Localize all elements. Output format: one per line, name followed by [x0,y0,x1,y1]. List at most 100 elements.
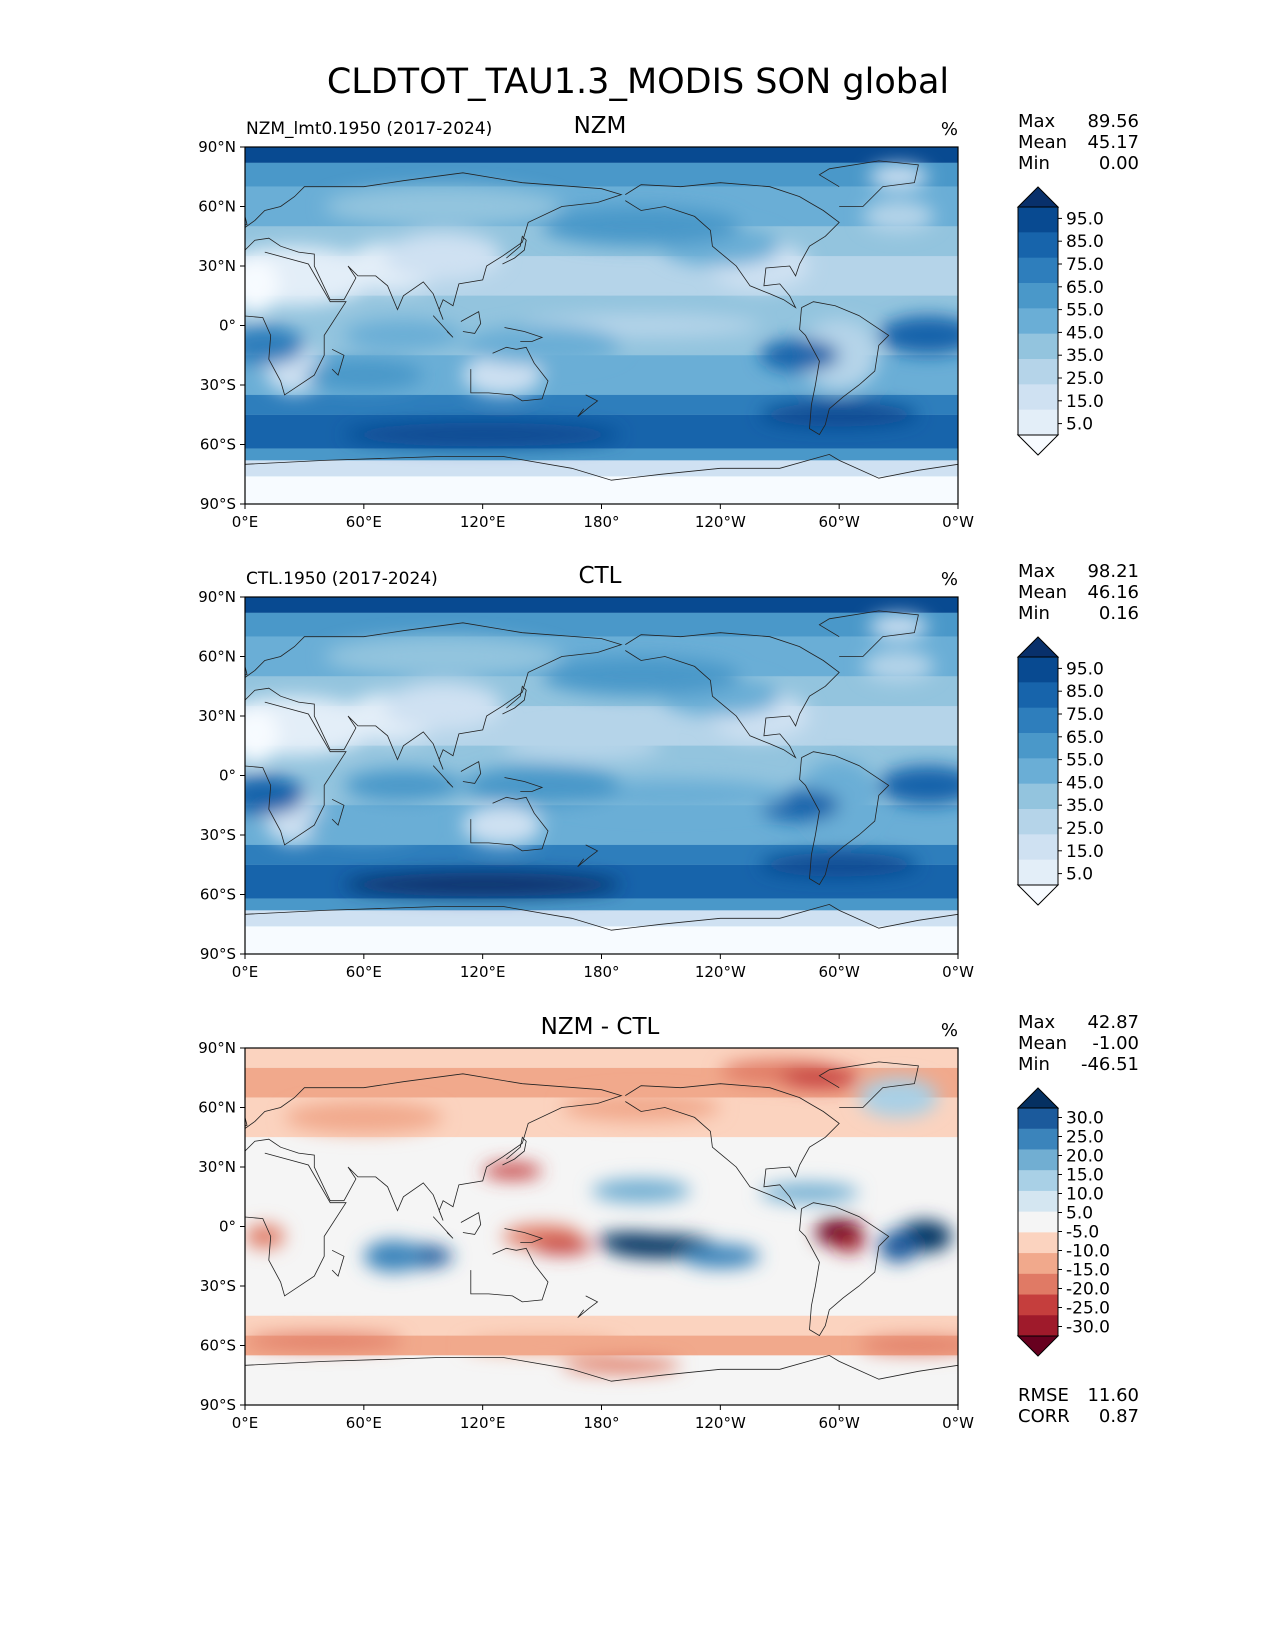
stat-label-max: Max [1018,1012,1056,1033]
colorbar-extend-bottom [1016,1335,1060,1357]
stat-label-min: Min [1018,1054,1050,1075]
lat-tick-label: 30°S [200,826,236,844]
colorbar-label: 95.0 [1066,659,1104,679]
colorbar-segment [1018,359,1058,385]
colorbar-segment [1018,758,1058,785]
field-blob [878,315,958,356]
panel-2: 90°N 60°N 30°N 0° 30°S 60°S 90°S0°E 60°E 120°E 18… [198,561,1139,981]
field-blob [561,1357,681,1374]
field-blob [878,1230,919,1263]
field-blob [482,1163,543,1179]
colorbar-label: 15.0 [1066,392,1104,412]
field-blob [833,1232,865,1253]
field-blob [680,1244,760,1269]
colorbar-label: 15.0 [1066,1166,1104,1186]
lon-tick-label: 120°W [695,1414,746,1432]
stat-value-min: 0.16 [1099,603,1139,624]
stat-value-max: 89.56 [1087,111,1139,132]
field-blob [462,805,543,845]
lon-tick-label: 60°E [346,1414,382,1432]
field-blob [462,325,622,366]
colorbar-label: 65.0 [1066,728,1104,748]
field-blob [862,650,935,683]
colorbar-label: 35.0 [1066,796,1104,816]
colorbar: 95.0 85.0 75.0 65.0 55.045.0 35.0 25.0 15.0 5.0 [1016,636,1104,906]
colorbar: 95.0 85.0 75.0 65.0 55.045.0 35.0 25.0 15.0 5.0 [1016,186,1104,456]
field-blob [304,359,424,391]
field-layer [245,147,958,504]
stat-value-mean: -1.00 [1092,1033,1139,1054]
field-blob [245,1224,285,1249]
colorbar-label: 85.0 [1066,232,1104,252]
lat-tick-label: 60°S [200,436,236,454]
lon-tick-label: 120°W [695,513,746,531]
field-blob [284,1101,444,1134]
lat-tick-label: 30°S [200,1277,236,1295]
field-blob [462,765,622,806]
colorbar-segment [1018,384,1058,411]
field-band [245,448,958,461]
field-blob [591,1178,691,1203]
colorbar-label: 55.0 [1066,301,1104,321]
colorbar-segment [1018,232,1058,259]
colorbar-label: 25.0 [1066,1128,1104,1148]
field-blob [532,1238,592,1255]
colorbar-label: 5.0 [1066,1204,1093,1224]
lat-tick-label: 30°N [198,707,236,725]
lon-tick-label: 0°W [942,513,974,531]
field-blob [344,319,463,352]
colorbar-outline [1017,656,1059,886]
lat-tick-label: 30°N [198,257,236,275]
colorbar-segment [1018,1108,1058,1130]
colorbar-segment [1018,834,1058,861]
field-band [245,597,958,613]
field-blob [595,1232,667,1249]
units-label: % [941,119,958,140]
colorbar-segment [1018,657,1058,683]
field-blob [245,708,279,764]
stat-value-min: -46.51 [1081,1054,1139,1075]
stat-label-min: Min [1018,603,1050,624]
field-blob [245,258,279,314]
field-blob [304,809,424,841]
field-blob [858,1337,958,1354]
lon-tick-label: 60°W [818,513,860,531]
field-blob [344,872,622,897]
colorbar-outline [1017,1107,1059,1337]
colorbar-label: 75.0 [1066,705,1104,725]
colorbar-segment [1018,409,1058,436]
lon-tick-label: 60°E [346,513,382,531]
lon-tick-label: 60°W [818,963,860,981]
panel-3: 90°N 60°N 30°N 0° 30°S 60°S 90°S0°E 60°E 120°E 18… [198,1012,1139,1432]
colorbar-label: -25.0 [1066,1299,1110,1319]
field-layer [245,597,958,954]
colorbar-extend-top [1016,186,1060,208]
panel-title: NZM - CTL [541,1014,660,1040]
colorbar-label: 25.0 [1066,369,1104,389]
lon-tick-label: 0°W [942,963,974,981]
panel-left-label: CTL.1950 (2017-2024) [246,569,438,589]
stat-value-max: 42.87 [1087,1012,1139,1033]
colorbar-label: 65.0 [1066,278,1104,298]
colorbar-extend-bottom [1016,434,1060,456]
colorbar-segment [1018,1149,1058,1171]
lon-tick-label: 0°E [232,963,259,981]
panel-title: NZM [574,113,627,139]
stat-value-rmse: 11.60 [1087,1385,1139,1406]
field-blob [862,200,935,233]
colorbar-segment [1018,1253,1058,1275]
lon-tick-label: 60°W [818,1414,860,1432]
field-blobs [245,614,958,897]
colorbar-label: -20.0 [1066,1280,1110,1300]
colorbar-extend-bottom [1016,884,1060,906]
field-blob [324,186,562,227]
field-band [245,162,958,187]
field-band [245,147,958,163]
colorbar-segment [1018,859,1058,886]
panel-left-label: NZM_lmt0.1950 (2017-2024) [246,119,492,139]
lat-tick-label: 60°S [200,886,236,904]
lat-tick-label: 60°S [200,1337,236,1355]
colorbar-label: -5.0 [1066,1223,1099,1243]
colorbar-label: 20.0 [1066,1147,1104,1167]
